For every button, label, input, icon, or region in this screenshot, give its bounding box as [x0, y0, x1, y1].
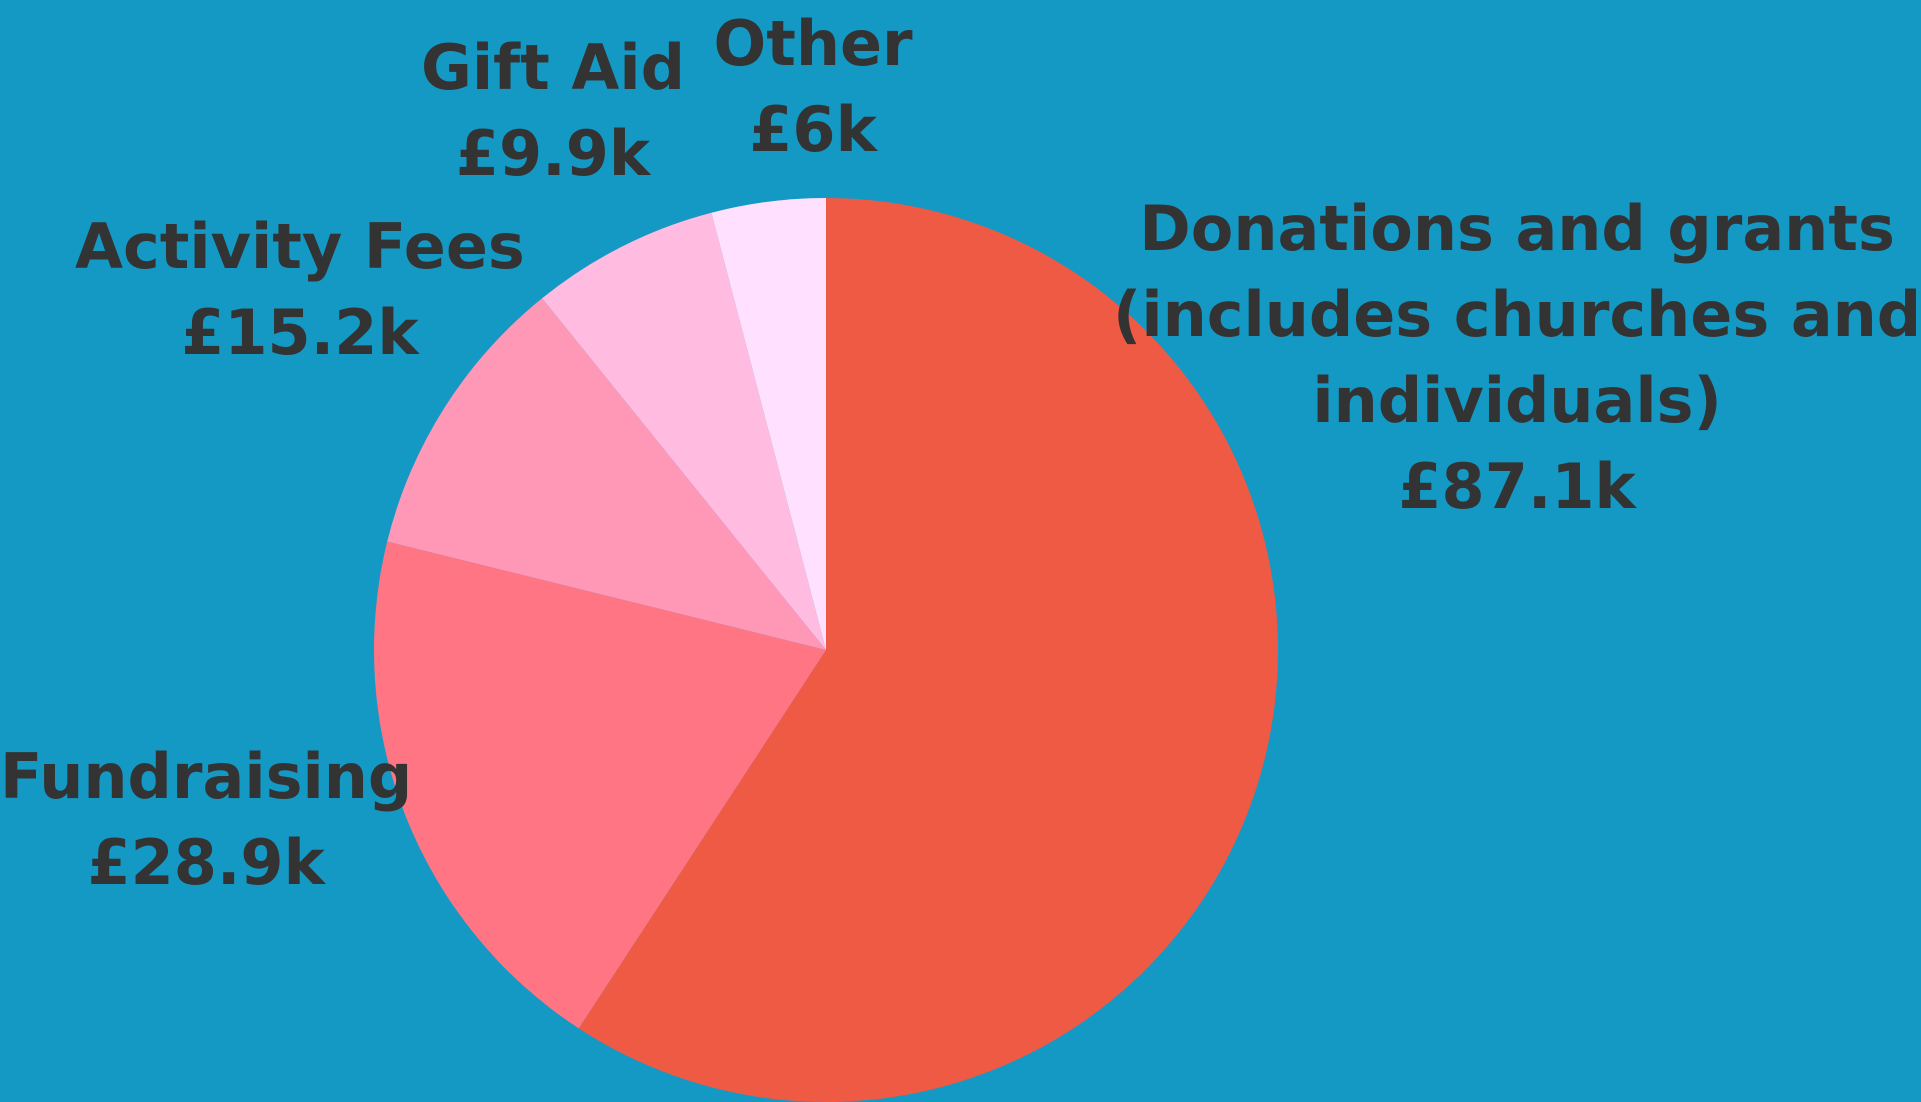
slice-label-line: Other: [713, 7, 913, 80]
slice-label-line: individuals): [1312, 364, 1722, 437]
slice-value-label: £6k: [749, 93, 877, 166]
slice-label-line: Fundraising: [0, 740, 413, 813]
slice-value-label: £87.1k: [1398, 450, 1636, 523]
pie-slice-fundraising: [373, 541, 826, 1029]
slice-value-label: £28.9k: [87, 826, 325, 899]
slice-label-line: Donations and grants: [1139, 192, 1895, 265]
slice-label-activity-fees: Activity Fees £15.2k: [75, 204, 525, 376]
pie-slice-other: [711, 198, 826, 650]
slice-value-label: £15.2k: [181, 296, 419, 369]
slice-label-other: Other £6k: [714, 1, 913, 173]
pie-slice-gift-aid: [542, 212, 826, 650]
pie-slices: [373, 198, 1278, 1102]
slice-label-gift-aid: Gift Aid £9.9k: [421, 25, 685, 197]
slice-label-donations: Donations and grants (includes churches …: [1113, 186, 1921, 530]
pie-slice-activity-fees: [387, 298, 826, 650]
slice-label-line: Gift Aid: [421, 31, 685, 104]
pie-slice-donations: [578, 198, 1278, 1102]
slice-label-line: (includes churches and: [1113, 278, 1921, 351]
slice-label-fundraising: Fundraising £28.9k: [0, 734, 412, 906]
slice-value-label: £9.9k: [455, 117, 651, 190]
slice-label-line: Activity Fees: [75, 210, 525, 283]
